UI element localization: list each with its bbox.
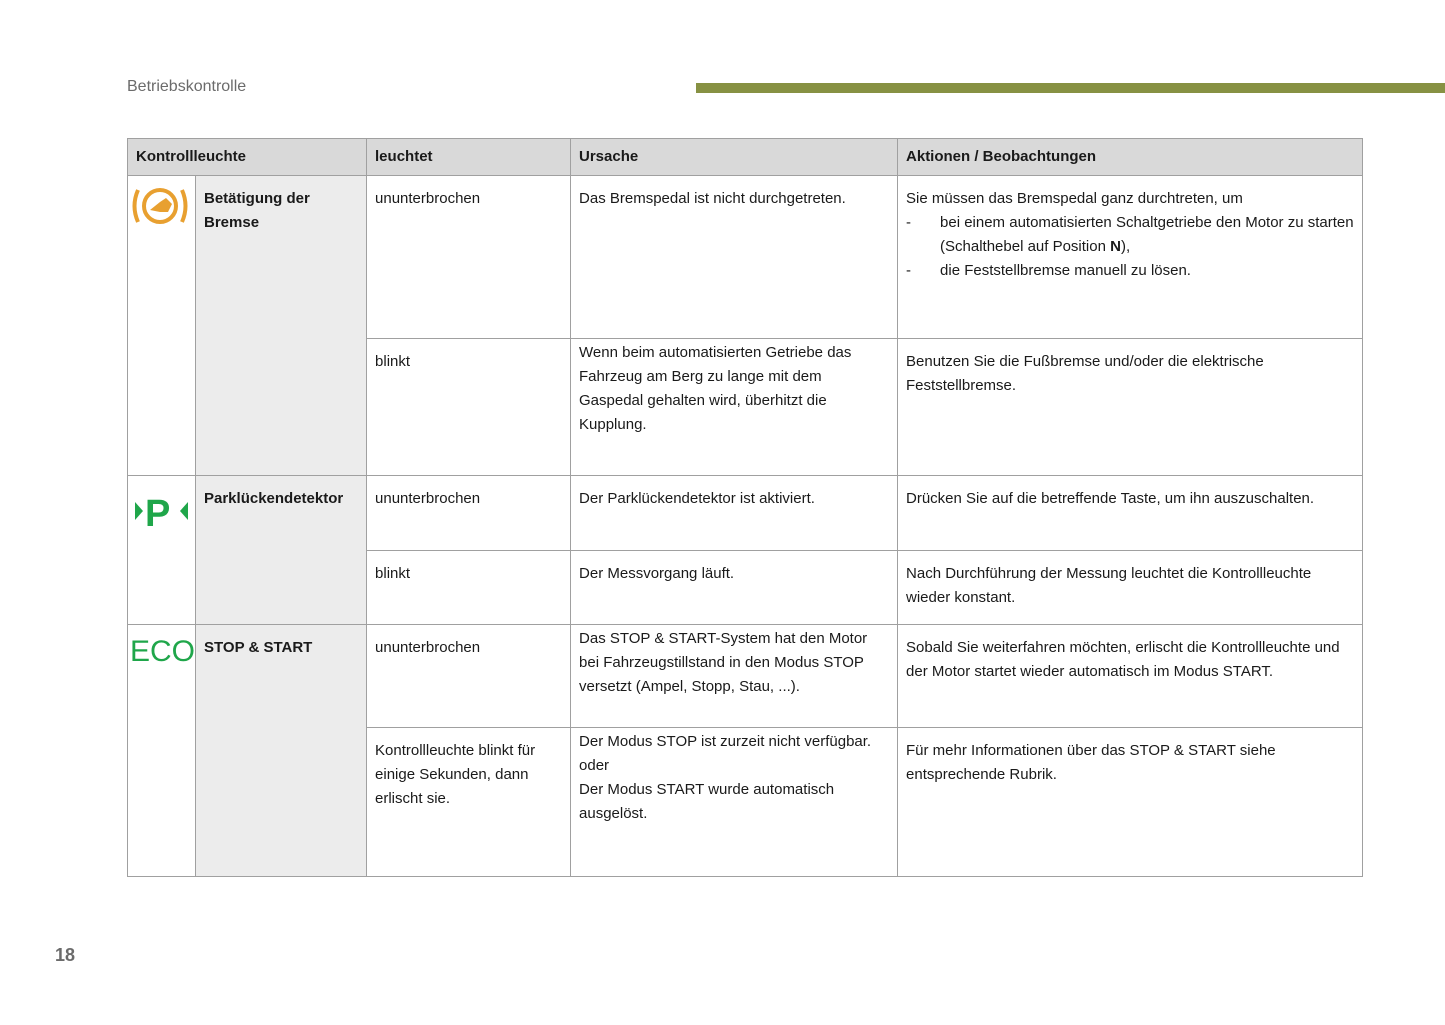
svg-text:P: P bbox=[145, 494, 170, 534]
light-name: Betätigung der Bremse bbox=[194, 175, 368, 476]
leuchtet-cell: blinkt bbox=[366, 550, 572, 625]
svg-text:ECO: ECO bbox=[130, 635, 194, 665]
accent-bar bbox=[696, 83, 1445, 93]
ursache-cell: Das Bremspedal ist nicht durchgetreten. bbox=[570, 175, 899, 339]
column-header: Kontrollleuchte bbox=[126, 138, 368, 176]
leuchtet-cell: ununterbrochen bbox=[366, 624, 572, 728]
ursache-cell: Der Modus STOP ist zurzeit nicht verfügb… bbox=[570, 727, 899, 877]
aktion-cell: Sie müssen das Bremspedal ganz durchtret… bbox=[897, 175, 1364, 339]
column-header: Aktionen / Beobachtungen bbox=[897, 138, 1364, 176]
icon-cell bbox=[127, 175, 196, 476]
section-title: Betriebskontrolle bbox=[127, 78, 247, 95]
light-name: STOP & START bbox=[194, 624, 368, 877]
aktion-cell: Drücken Sie auf die betreffende Taste, u… bbox=[897, 475, 1364, 551]
brake-pedal-warning-icon bbox=[132, 188, 188, 224]
aktion-intro: Sie müssen das Bremspedal ganz durchtret… bbox=[906, 190, 1243, 207]
list-item: - bei einem automatisierten Schaltgetrieb… bbox=[906, 214, 1354, 255]
column-header: Ursache bbox=[570, 138, 899, 176]
ursache-cell: Das STOP & START-System hat den Motor be… bbox=[570, 624, 899, 728]
leuchtet-cell: ununterbrochen bbox=[366, 175, 572, 339]
aktion-cell: Sobald Sie weiterfahren möchten, erlisch… bbox=[897, 624, 1364, 728]
table-row: Kontrollleuchte blinkt für einige Sekund… bbox=[128, 727, 1364, 877]
table-row: P Parklückendetektor ununterbrochen Der … bbox=[127, 475, 1364, 625]
eco-icon: ECO bbox=[130, 635, 195, 668]
table-row: Betätigung der Bremse ununterbrochen Das… bbox=[127, 175, 1364, 476]
leuchtet-cell: Kontrollleuchte blinkt für einige Sekund… bbox=[366, 727, 572, 877]
table-row: ECO STOP & START ununterbrochen Das STOP… bbox=[127, 624, 1364, 877]
ursache-cell: Wenn beim automatisierten Getriebe das F… bbox=[570, 338, 899, 476]
light-name: Parklückendetektor bbox=[194, 475, 368, 625]
parking-detector-icon: P bbox=[135, 493, 188, 535]
column-header: leuchtet bbox=[366, 138, 572, 176]
list-item: - die Feststellbremse manuell zu lösen. bbox=[906, 262, 1191, 279]
leuchtet-cell: blinkt bbox=[366, 338, 572, 476]
aktion-cell: Nach Durchführung der Messung leuchtet d… bbox=[897, 550, 1364, 625]
warning-lights-table: Kontrollleuchte leuchtet Ursache Aktione… bbox=[126, 138, 1364, 877]
page-number: 18 bbox=[55, 945, 76, 965]
icon-cell: ECO bbox=[127, 624, 196, 877]
table-row: blinkt Wenn beim automatisierten Getrieb… bbox=[128, 338, 1364, 476]
table-header-row: Kontrollleuchte leuchtet Ursache Aktione… bbox=[126, 138, 1364, 176]
leuchtet-cell: ununterbrochen bbox=[366, 475, 572, 551]
ursache-cell: Der Parklückendetektor ist aktiviert. bbox=[570, 475, 899, 551]
ursache-cell: Der Messvorgang läuft. bbox=[570, 550, 899, 625]
aktion-cell: Benutzen Sie die Fußbremse und/oder die … bbox=[897, 338, 1364, 476]
aktion-cell: Für mehr Informationen über das STOP & S… bbox=[897, 727, 1364, 877]
icon-cell: P bbox=[127, 475, 196, 625]
